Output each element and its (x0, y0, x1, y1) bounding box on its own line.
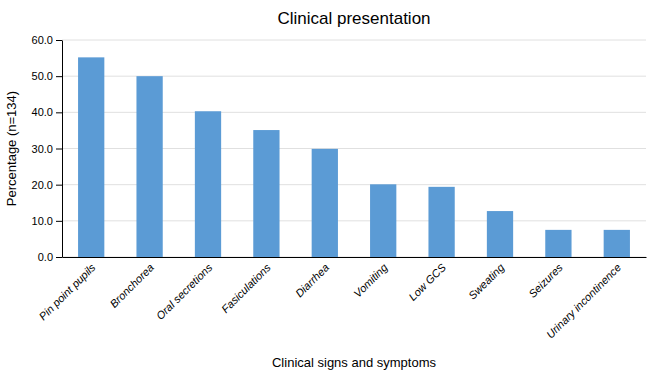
x-tick: Bronchorea (107, 261, 156, 310)
y-tick-label: 50.0 (32, 70, 53, 82)
y-tick-label: 10.0 (32, 215, 53, 227)
x-axis-title: Clinical signs and symptoms (272, 355, 437, 370)
x-tick-label: Diarrhea (293, 261, 331, 299)
y-tick: 40.0 (32, 106, 62, 118)
y-axis: 0.0 10.0 20.0 30.0 40.0 50.0 60.0 (32, 34, 63, 263)
y-tick-mark (56, 221, 62, 222)
grid-line (62, 40, 646, 41)
x-tick: Pin point pupils (36, 261, 98, 323)
bar (195, 111, 221, 257)
y-tick-label: 40.0 (32, 106, 53, 118)
y-tick: 50.0 (32, 70, 62, 82)
y-tick-label: 20.0 (32, 179, 53, 191)
bars (78, 57, 630, 257)
bar (253, 130, 279, 257)
y-axis-title: Percentage (n=134) (4, 91, 19, 206)
y-tick: 60.0 (32, 34, 62, 46)
y-tick-mark (56, 76, 62, 77)
x-tick-label: Fasiculations (219, 261, 273, 315)
x-tick-label: Seizures (526, 261, 565, 300)
x-tick: Fasiculations (219, 261, 273, 315)
y-tick-mark (56, 257, 62, 258)
bar (428, 187, 454, 257)
y-tick-mark (56, 112, 62, 113)
x-tick-label: Pin point pupils (36, 261, 98, 323)
bar (312, 149, 338, 257)
x-tick-label: Low GCS (406, 261, 448, 303)
bar (604, 230, 630, 257)
bar (136, 76, 162, 257)
y-tick-mark (56, 149, 62, 150)
y-tick-label: 60.0 (32, 34, 53, 46)
y-tick: 20.0 (32, 179, 62, 191)
chart: 0.0 10.0 20.0 30.0 40.0 50.0 60.0 Pin point pup… (0, 0, 666, 377)
x-tick-label: Oral secretions (154, 261, 215, 322)
y-tick: 30.0 (32, 143, 62, 155)
x-tick-label: Vomiting (351, 261, 390, 300)
x-tick: Sweating (466, 261, 507, 302)
y-tick: 10.0 (32, 215, 62, 227)
x-tick-label: Sweating (466, 261, 507, 302)
x-axis-line (63, 257, 647, 258)
x-axis: Pin point pupilsBronchoreaOral secretion… (36, 258, 646, 341)
y-tick-label: 0.0 (38, 251, 53, 263)
x-tick: Oral secretions (154, 261, 215, 322)
y-axis-line (62, 41, 63, 258)
x-tick: Urinary incontinence (544, 261, 623, 340)
x-tick: Vomiting (351, 261, 390, 300)
y-tick-mark (56, 40, 62, 41)
x-tick: Low GCS (406, 261, 448, 303)
y-tick: 0.0 (38, 251, 62, 263)
title: Clinical presentation (277, 9, 430, 28)
bar (487, 211, 513, 257)
grid (62, 40, 646, 257)
bar (545, 230, 571, 257)
x-tick-label: Urinary incontinence (544, 261, 623, 340)
bar (78, 57, 104, 257)
x-tick: Seizures (526, 261, 565, 300)
bar (370, 184, 396, 257)
chart-container: 0.0 10.0 20.0 30.0 40.0 50.0 60.0 Pin point pup… (0, 0, 666, 377)
y-tick-mark (56, 185, 62, 186)
y-tick-label: 30.0 (32, 143, 53, 155)
x-tick-label: Bronchorea (107, 261, 156, 310)
plot: 0.0 10.0 20.0 30.0 40.0 50.0 60.0 Pin point pup… (32, 34, 647, 341)
x-tick: Diarrhea (293, 261, 331, 299)
